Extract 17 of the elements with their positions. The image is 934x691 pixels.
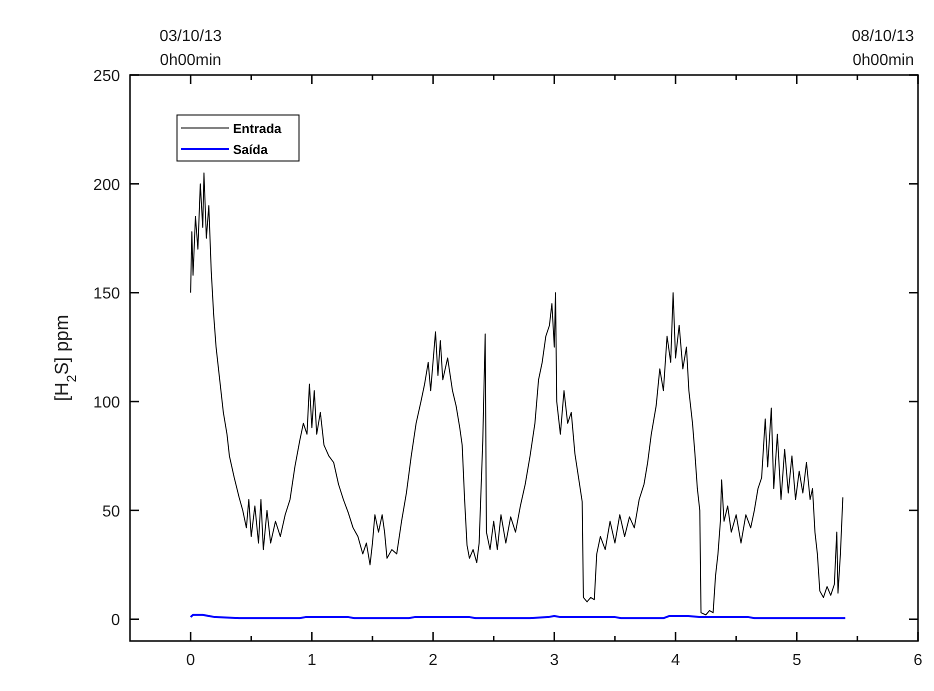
x-tick-label: 4 [671, 652, 680, 669]
y-tick-label: 200 [93, 176, 120, 194]
legend-label: Saída [233, 142, 268, 157]
text: 08/10/13 0h00min [852, 28, 914, 69]
legend-label: Entrada [233, 121, 282, 136]
x-tick-label: 3 [550, 652, 559, 669]
y-tick-label: 100 [93, 394, 120, 412]
y-tick-label: 0 [111, 612, 120, 630]
x-tick-label: 5 [792, 652, 802, 669]
x-tick-label: 1 [307, 652, 316, 669]
y-tick-label: 50 [102, 503, 120, 520]
y-tick-label: 250 [93, 68, 120, 85]
x-tick-label: 0 [186, 652, 196, 669]
y-tick-label: 150 [93, 286, 120, 303]
x-tick-label: 6 [914, 652, 923, 669]
x-tick-label: 2 [428, 652, 438, 669]
annotation: 03/10/13 0h00min [159, 28, 222, 69]
